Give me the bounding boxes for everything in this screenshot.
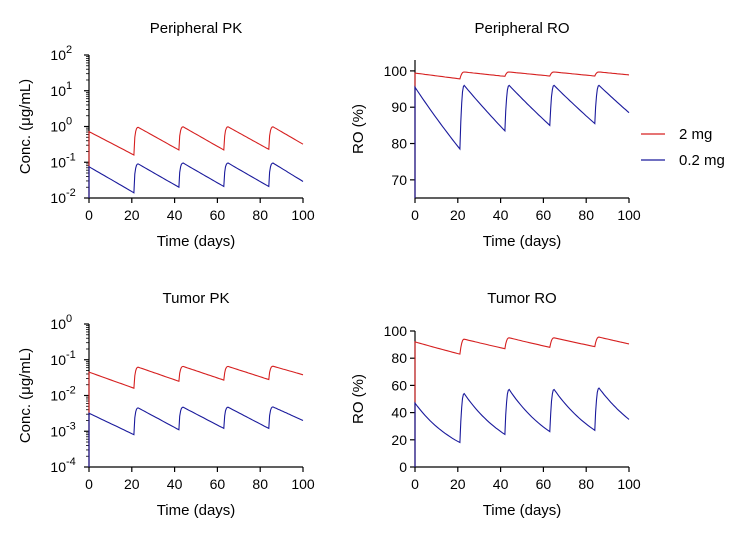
y-tick-exponent: -2 [66, 385, 76, 397]
x-tick-label: 0 [85, 476, 93, 492]
y-axis-label: RO (%) [350, 374, 367, 424]
y-tick-label: 70 [391, 172, 407, 188]
x-tick-label: 40 [493, 476, 509, 492]
chart-panel: Peripheral RO 0 20 40 60 80 100 Time (days) 70 80… [350, 20, 641, 250]
x-tick-label: 20 [450, 207, 466, 223]
y-tick-label: 90 [391, 99, 407, 115]
y-tick-exponent: -1 [66, 151, 76, 163]
y-tick-label: 40 [391, 405, 407, 421]
y-tick-label: 80 [391, 350, 407, 366]
y-tick-exponent: 0 [66, 313, 72, 325]
chart-title: Tumor RO [487, 290, 556, 307]
y-tick-label: 60 [391, 377, 407, 393]
y-axis-label: RO (%) [350, 104, 367, 154]
x-tick-label: 60 [536, 476, 552, 492]
y-tick-exponent: -3 [66, 420, 76, 432]
series-line [88, 406, 304, 467]
chart-title: Peripheral PK [150, 20, 243, 37]
legend-label: 0.2 mg [679, 152, 725, 169]
y-tick-exponent: -1 [66, 349, 76, 361]
x-tick-label: 80 [252, 476, 268, 492]
x-axis-label: Time (days) [157, 233, 236, 250]
x-tick-label: 0 [411, 476, 419, 492]
x-tick-label: 60 [210, 207, 226, 223]
y-tick-label: 10 [50, 83, 66, 99]
y-tick-label: 100 [384, 63, 408, 79]
chart-panel: Tumor RO 0 20 40 60 80 100 Time (days) 0 20 40 60 80… [350, 290, 641, 519]
y-axis-label: Conc. (μg/mL) [17, 79, 34, 174]
y-tick-label: 0 [399, 459, 407, 475]
y-tick-label: 10 [50, 423, 66, 439]
x-tick-label: 100 [291, 476, 315, 492]
x-tick-label: 20 [124, 207, 140, 223]
y-tick-exponent: -4 [66, 456, 76, 468]
chart-title: Tumor PK [163, 290, 230, 307]
x-axis-label: Time (days) [483, 233, 562, 250]
y-axis-label: Conc. (μg/mL) [17, 348, 34, 443]
y-tick-label: 20 [391, 432, 407, 448]
x-tick-label: 100 [617, 207, 641, 223]
y-tick-label: 80 [391, 136, 407, 152]
y-tick-exponent: 1 [66, 80, 72, 92]
y-tick-exponent: 0 [66, 116, 72, 128]
y-tick-label: 10 [50, 388, 66, 404]
x-axis-label: Time (days) [483, 502, 562, 519]
y-tick-label: 10 [50, 47, 66, 63]
series-line [414, 71, 630, 198]
series-line [414, 336, 630, 467]
x-tick-label: 80 [578, 207, 594, 223]
x-tick-label: 20 [124, 476, 140, 492]
y-tick-label: 10 [50, 119, 66, 135]
y-tick-label: 10 [50, 154, 66, 170]
y-tick-label: 10 [50, 459, 66, 475]
chart-title: Peripheral RO [474, 20, 569, 37]
x-tick-label: 0 [85, 207, 93, 223]
y-tick-exponent: -2 [66, 187, 76, 199]
x-tick-label: 40 [493, 207, 509, 223]
y-tick-exponent: 2 [66, 44, 72, 56]
x-tick-label: 40 [167, 207, 183, 223]
y-tick-label: 10 [50, 190, 66, 206]
x-tick-label: 60 [210, 476, 226, 492]
y-tick-label: 10 [50, 316, 66, 332]
series-line [88, 365, 304, 467]
x-axis-label: Time (days) [157, 502, 236, 519]
x-tick-label: 0 [411, 207, 419, 223]
y-tick-label: 100 [384, 323, 408, 339]
series-line [414, 84, 630, 198]
legend: 2 mg 0.2 mg [641, 126, 725, 169]
series-line [88, 162, 304, 198]
x-tick-label: 100 [291, 207, 315, 223]
x-tick-label: 100 [617, 476, 641, 492]
y-tick-label: 10 [50, 352, 66, 368]
x-tick-label: 80 [252, 207, 268, 223]
x-tick-label: 40 [167, 476, 183, 492]
series-line [88, 126, 304, 198]
x-tick-label: 60 [536, 207, 552, 223]
series-line [414, 387, 630, 467]
legend-label: 2 mg [679, 126, 712, 143]
x-tick-label: 20 [450, 476, 466, 492]
x-tick-label: 80 [578, 476, 594, 492]
